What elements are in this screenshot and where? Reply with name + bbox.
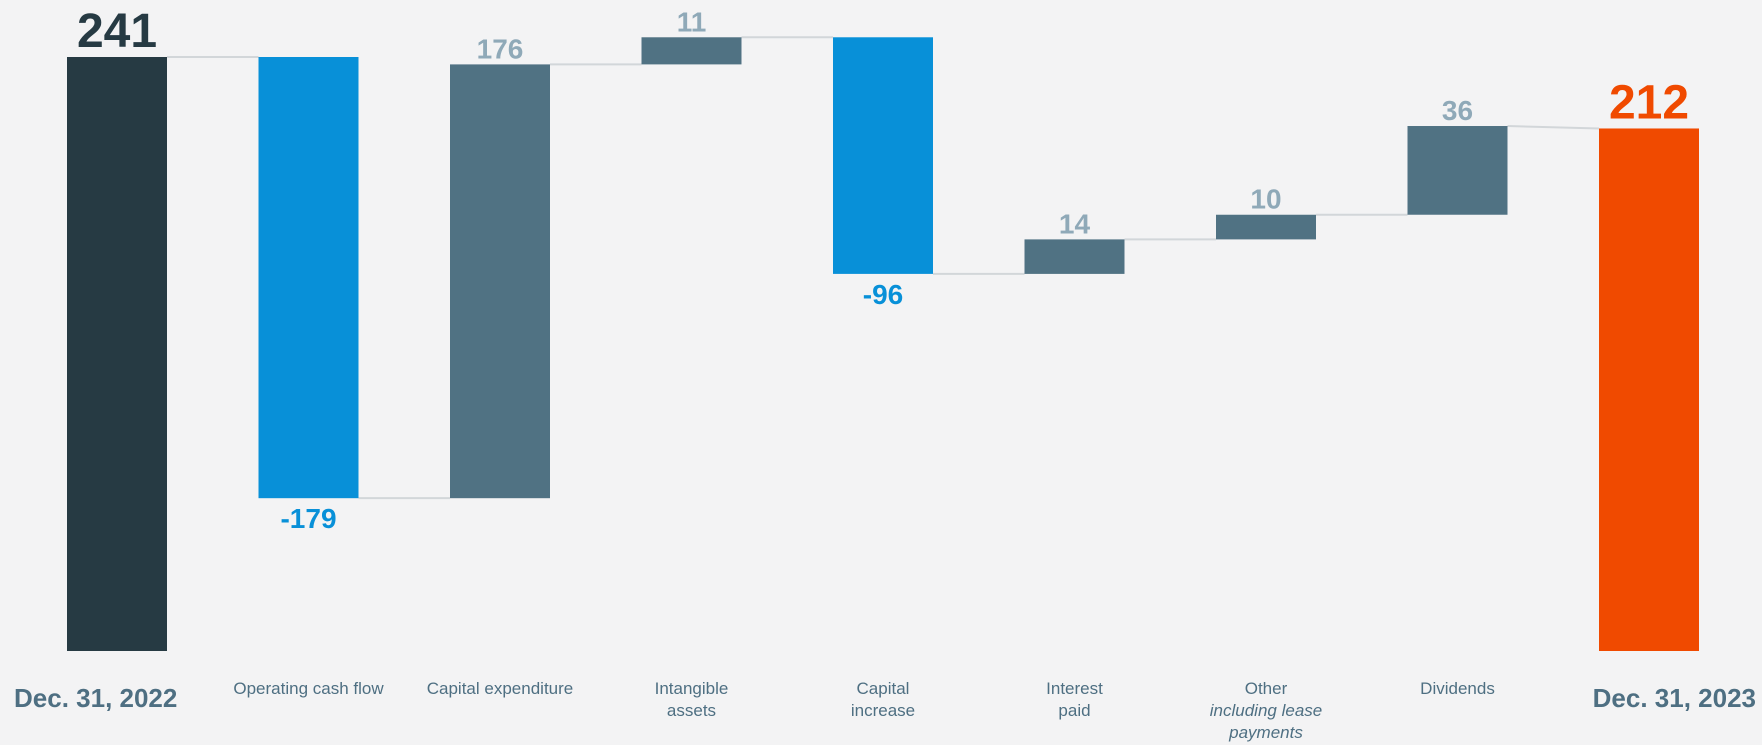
category-sublabel: including lease payments [1209, 701, 1323, 742]
category-label: Intangible assets [654, 679, 729, 720]
category-label: Other including lease payments [1176, 678, 1356, 744]
data-label: 14 [1059, 208, 1091, 239]
data-label: 10 [1250, 184, 1281, 215]
data-label: 36 [1442, 95, 1473, 126]
category-label: Dividends [1420, 679, 1495, 698]
data-label: -179 [280, 503, 336, 534]
bar-step-4 [833, 37, 933, 274]
category-label: Operating cash flow [233, 679, 384, 698]
data-label: 176 [477, 33, 524, 64]
data-label: 241 [77, 5, 157, 58]
bar-step-2 [450, 64, 550, 499]
bar-step-5 [1024, 239, 1125, 274]
category-label: Capital increase [850, 679, 916, 720]
bar-start-total [67, 57, 167, 651]
bar-step-7 [1407, 126, 1508, 215]
bar-step-6 [1216, 214, 1316, 240]
end-total-label: Dec. 31, 2023 [1592, 683, 1756, 713]
bar-step-3 [641, 37, 742, 65]
category-label: Capital expenditure [426, 679, 574, 698]
connector-line [1507, 125, 1600, 130]
start-total-label: Dec. 31, 2022 [14, 683, 178, 713]
data-label: 11 [677, 6, 707, 37]
category-label: Interest paid [1046, 679, 1103, 720]
data-label: 212 [1609, 76, 1689, 129]
data-label: -96 [863, 279, 903, 310]
bar-step-1 [258, 57, 359, 499]
bar-end-total [1599, 128, 1699, 651]
